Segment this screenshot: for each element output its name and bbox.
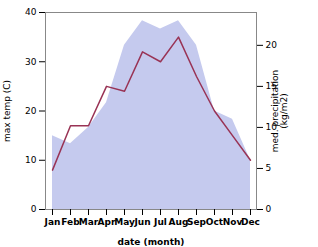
svg-text:20: 20: [266, 40, 278, 50]
svg-text:0: 0: [266, 204, 272, 214]
svg-text:Dec: Dec: [241, 217, 260, 227]
svg-text:Nov: Nov: [223, 217, 243, 227]
svg-text:May: May: [114, 217, 135, 227]
svg-text:date (month): date (month): [118, 237, 185, 247]
svg-text:Oct: Oct: [206, 217, 224, 227]
svg-text:10: 10: [25, 155, 37, 165]
svg-text:Feb: Feb: [61, 217, 80, 227]
svg-text:Jun: Jun: [133, 217, 150, 227]
svg-text:med. precipitation(kg/m2): med. precipitation(kg/m2): [270, 70, 289, 152]
svg-text:5: 5: [266, 163, 272, 173]
svg-text:Jul: Jul: [153, 217, 167, 227]
svg-text:Apr: Apr: [97, 216, 116, 227]
svg-text:max temp (C): max temp (C): [2, 80, 12, 142]
svg-text:30: 30: [25, 57, 37, 67]
svg-text:20: 20: [25, 106, 37, 116]
svg-text:Sep: Sep: [187, 217, 207, 227]
svg-text:40: 40: [25, 7, 37, 17]
svg-text:Aug: Aug: [169, 217, 189, 227]
svg-text:0: 0: [31, 204, 37, 214]
svg-text:Jan: Jan: [44, 217, 61, 227]
svg-text:Mar: Mar: [79, 217, 99, 227]
